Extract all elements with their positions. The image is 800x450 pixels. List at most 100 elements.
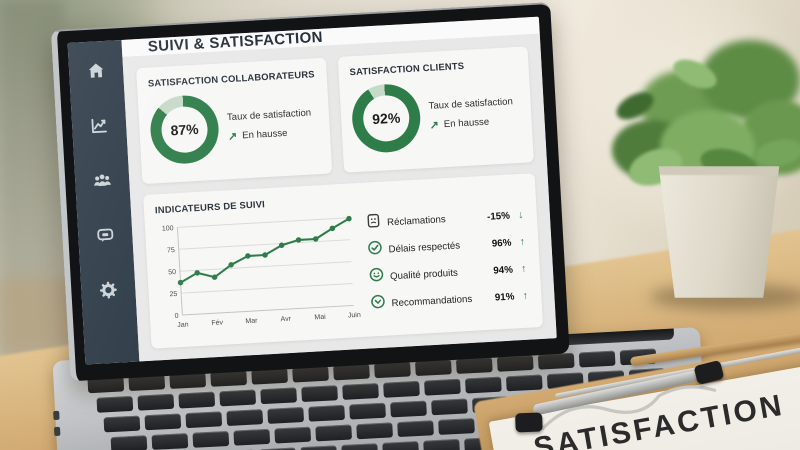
- circle-chevron-icon: [370, 294, 386, 315]
- keyboard-key: [455, 357, 493, 374]
- svg-text:50: 50: [168, 269, 176, 276]
- sidebar-item-messages[interactable]: [92, 223, 119, 250]
- kpi-value: 91%: [494, 290, 515, 304]
- keyboard-key: [356, 422, 393, 440]
- kpi-value: -15%: [486, 210, 511, 223]
- line-chart-icon: [89, 114, 110, 140]
- keyboard-key: [578, 350, 616, 368]
- kpi-value: 96%: [491, 237, 512, 250]
- laptop-screen: SUIVI & SATISFACTION SATISFACTION COLLAB…: [50, 2, 570, 382]
- trend-label: En hausse: [443, 116, 490, 130]
- keyboard-key: [110, 435, 148, 450]
- keyboard-key: [315, 424, 353, 442]
- keyboard-key: [260, 387, 298, 405]
- keyboard-key: [308, 404, 345, 422]
- kpi-label: Recommandations: [391, 293, 473, 309]
- svg-text:100: 100: [162, 225, 174, 233]
- svg-text:Fév: Fév: [211, 319, 224, 327]
- svg-text:75: 75: [167, 247, 175, 254]
- kpi-label: Réclamations: [386, 213, 446, 228]
- sidebar: [67, 39, 140, 365]
- dashboard-app: SUIVI & SATISFACTION SATISFACTION COLLAB…: [67, 16, 557, 365]
- sidebar-item-home[interactable]: [83, 59, 110, 86]
- keyboard-key: [390, 400, 427, 418]
- keyboard-key: [267, 406, 305, 424]
- sidebar-item-settings[interactable]: [95, 278, 122, 305]
- keyboard-key: [103, 415, 141, 433]
- card-satisfaction-clients: SATISFACTION CLIENTS 92% Taux de satisfa…: [337, 46, 534, 173]
- keyboard-key: [300, 445, 338, 450]
- svg-text:25: 25: [169, 291, 177, 298]
- arrow-up-icon: ↑: [519, 235, 526, 249]
- card-title: SATISFACTION CLIENTS: [349, 59, 465, 78]
- svg-text:0: 0: [174, 313, 178, 320]
- keyboard-key: [144, 413, 182, 431]
- card-title: SATISFACTION COLLABORATEURS: [147, 68, 315, 89]
- keyboard-key: [342, 383, 379, 400]
- donut-percent: 92%: [371, 109, 401, 128]
- keyboard-key: [301, 385, 338, 403]
- side-port: [53, 410, 60, 421]
- keyboard-key: [96, 395, 134, 413]
- line-chart: 0 25 50 75 100 Jan Fév Mar Avr Mai Juin: [162, 215, 361, 329]
- clip-wire: [541, 385, 717, 431]
- keyboard-key: [505, 374, 543, 392]
- keyboard-key: [496, 354, 534, 372]
- keyboard-key: [349, 402, 386, 420]
- gear-icon: [98, 279, 119, 305]
- keyboard-key: [178, 391, 216, 409]
- clip-cap-left: [515, 412, 543, 433]
- metric-label: Taux de satisfaction: [428, 95, 514, 112]
- trend-label: En hausse: [241, 127, 288, 141]
- keyboard-key: [226, 409, 264, 427]
- keyboard-key: [438, 418, 475, 435]
- svg-text:Mar: Mar: [245, 318, 258, 326]
- complaint-doc-icon: [366, 213, 382, 234]
- trend-up-right-icon: ↗: [227, 130, 238, 143]
- svg-text:Avr: Avr: [280, 316, 291, 324]
- kpi-row-reclamations: Réclamations -15% ↓: [366, 205, 527, 234]
- kpi-value: 94%: [492, 263, 514, 277]
- keyboard-key: [383, 380, 420, 398]
- kpi-row-qualite-produits: Qualité produits 94% ↑: [369, 259, 530, 288]
- keyboard-key: [192, 430, 230, 448]
- keyboard-key: [382, 441, 419, 450]
- arrow-down-icon: ↓: [517, 208, 524, 222]
- sidebar-item-analytics[interactable]: [86, 114, 113, 141]
- trend-up-right-icon: ↗: [429, 118, 440, 132]
- arrow-up-icon: ↑: [522, 289, 529, 302]
- keyboard-key: [341, 443, 379, 450]
- circle-check-icon: [367, 240, 383, 261]
- plant-pot: [658, 166, 780, 298]
- dashboard-content: SATISFACTION COLLABORATEURS 87% Taux de …: [122, 33, 557, 362]
- kpi-list: Réclamations -15% ↓ Délais respectés: [365, 201, 531, 315]
- keyboard-key: [464, 376, 502, 394]
- keyboard-key: [274, 426, 312, 444]
- pot-rim: [658, 166, 780, 175]
- keyboard-key: [423, 438, 460, 450]
- keyboard-key: [233, 428, 271, 446]
- clipboard: SATISFACTION: [473, 304, 800, 450]
- keyboard-key: [185, 411, 223, 429]
- keyboard-key: [397, 420, 434, 438]
- side-port: [53, 426, 61, 437]
- home-icon: [86, 59, 107, 85]
- kpi-label: Délais respectés: [388, 239, 461, 255]
- svg-text:Mai: Mai: [314, 314, 326, 322]
- kpi-label: Qualité produits: [389, 267, 459, 282]
- keyboard-key: [431, 398, 468, 416]
- main-area: SUIVI & SATISFACTION SATISFACTION COLLAB…: [121, 16, 557, 362]
- circle-smiley-icon: [369, 267, 385, 288]
- sidebar-item-team[interactable]: [89, 169, 116, 196]
- donut-percent: 87%: [170, 120, 199, 139]
- svg-text:Jan: Jan: [177, 321, 189, 329]
- keyboard-key: [424, 378, 461, 396]
- donut-chart-clients: 92%: [350, 82, 423, 155]
- keyboard-key: [137, 393, 175, 411]
- chat-icon: [95, 224, 116, 250]
- keyboard-key: [151, 433, 189, 450]
- card-indicateurs-de-suivi: INDICATEURS DE SUIVI 0 25 50 75 100 Jan Fév Mar…: [143, 173, 544, 349]
- donut-chart-collaborateurs: 87%: [148, 93, 221, 166]
- keyboard-key: [537, 352, 575, 370]
